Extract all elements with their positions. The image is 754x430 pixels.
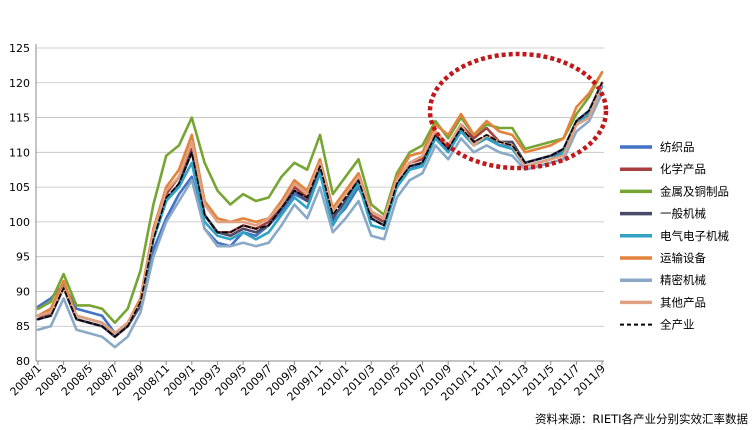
legend-label: 全产业 [660,318,695,332]
highlight-ellipse [427,51,609,171]
series-lines [36,71,604,349]
y-tick-label: 115 [9,112,30,125]
series-line [36,81,604,339]
series-line [37,82,603,338]
highlight-ellipse-shape [427,51,609,171]
y-tick-label: 100 [9,216,30,229]
y-tick-label: 90 [16,285,30,298]
series-line [36,85,604,335]
series-line [36,85,604,335]
y-tick-label: 85 [16,320,30,333]
series-line [36,81,604,339]
y-tick-label: 80 [16,355,30,368]
legend-label: 精密机械 [660,273,706,287]
y-tick-label: 105 [9,181,30,194]
y-tick-label: 110 [9,146,30,159]
y-tick-label: 95 [16,251,30,264]
legend-label: 电气电子机械 [660,229,729,243]
series-line [36,71,604,335]
legend-label: 金属及铜制品 [660,184,729,198]
legend-label: 其他产品 [660,295,706,309]
series-line [36,81,604,335]
legend-label: 一般机械 [660,207,706,221]
legend-label: 纺织品 [660,140,695,154]
y-tick-label: 120 [9,77,30,90]
axes: 808590951001051101151201252008/12008/320… [8,42,609,403]
y-tick-label: 125 [9,42,30,55]
series-line [36,71,604,325]
legend-label: 化学产品 [660,162,706,176]
legend-label: 运输设备 [660,251,706,265]
series-line [36,91,604,349]
source-note: 资料来源：RIETI各产业分别实效汇率数据 [535,412,749,426]
